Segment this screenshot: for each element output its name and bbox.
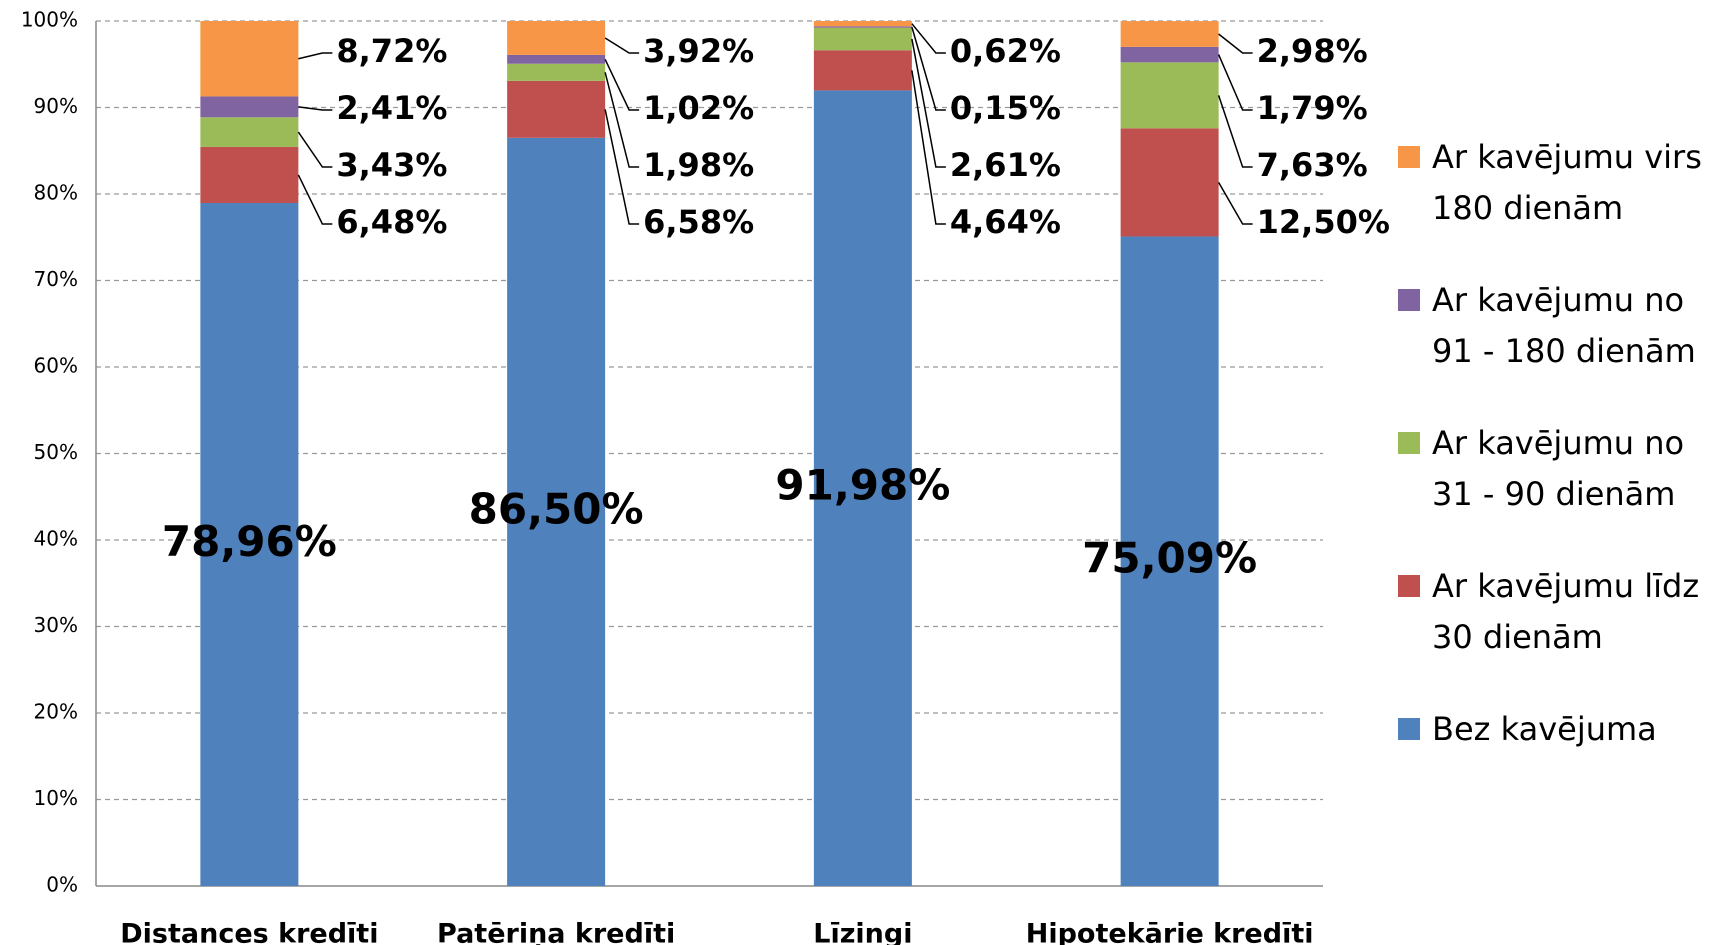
bar-segment [200,96,299,118]
leader-line [1217,182,1253,225]
leader-line [911,26,946,111]
legend-item: Ar kavējumu no 31 - 90 dienām [1398,418,1703,520]
leader-line [1218,33,1253,54]
value-label: 1,79% [1257,89,1368,127]
value-label: 6,48% [336,203,447,241]
value-label: 12,50% [1257,203,1390,241]
value-label: 1,98% [643,146,754,184]
y-tick-label: 30% [34,613,78,637]
leader-line [604,58,640,111]
value-label: 2,98% [1257,32,1368,70]
leader-line [298,106,333,111]
x-tick-label: Patēriņa kredīti [437,919,675,945]
legend-label: Ar kavējumu no 91 - 180 dienām [1432,281,1696,370]
value-label: 1,02% [643,89,754,127]
value-label: 6,58% [643,203,754,241]
value-label: 2,61% [950,146,1061,184]
bar-segment [813,50,912,91]
bar-segment [1120,128,1219,237]
value-label: 86,50% [469,484,644,533]
y-tick-label: 80% [34,181,78,205]
legend-swatch [1398,432,1420,454]
x-tick-label: Līzingi [813,919,912,945]
legend-item: Ar kavējumu līdz 30 dienām [1398,561,1703,663]
legend-item: Ar kavējumu virs 180 dienām [1398,132,1703,234]
bar-segment [1120,62,1219,129]
bar-segment [813,90,912,887]
legend-swatch [1398,575,1420,597]
bar-segment [813,21,912,27]
leader-line [297,131,333,168]
legend-swatch [1398,718,1420,740]
leader-line [911,38,946,168]
leader-line [1217,95,1253,168]
leader-line [604,109,640,225]
value-label: 91,98% [775,461,950,510]
bar-segment [200,21,299,97]
bar-segment [1120,21,1219,47]
value-label: 3,43% [336,146,447,184]
value-label: 7,63% [1257,146,1368,184]
bar-segment [200,146,299,203]
leader-line [604,72,640,168]
legend-item: Ar kavējumu no 91 - 180 dienām [1398,275,1703,377]
legend-swatch [1398,289,1420,311]
x-tick-label: Distances kredīti [120,919,378,945]
value-label: 3,92% [643,32,754,70]
bar-segment [507,137,606,886]
leader-line [911,23,946,54]
leader-line [1217,54,1253,111]
y-tick-label: 70% [34,267,78,291]
leader-line [604,37,640,54]
leader-line [297,174,333,225]
bar-segment [813,26,912,28]
bar-segment [507,63,606,81]
x-tick-label: Hipotekārie kredīti [1026,919,1314,945]
legend-label: Bez kavējuma [1432,710,1657,748]
bar-segment [507,80,606,138]
bar-segment [1120,46,1219,63]
bar-segment [507,21,606,55]
bar-segment [200,202,299,887]
y-tick-label: 100% [21,8,78,32]
legend-label: Ar kavējumu līdz 30 dienām [1432,567,1700,656]
value-label: 78,96% [162,517,337,566]
y-tick-label: 90% [34,94,78,118]
y-tick-label: 60% [34,354,78,378]
legend-label: Ar kavējumu no 31 - 90 dienām [1432,424,1685,513]
y-tick-label: 50% [34,440,78,464]
value-label: 2,41% [336,89,447,127]
value-label: 8,72% [336,32,447,70]
legend-item: Bez kavējuma [1398,704,1703,755]
y-tick-label: 20% [34,700,78,724]
bar-segment [1120,236,1219,886]
value-label: 75,09% [1082,534,1257,583]
bar-segment [507,54,606,64]
legend-swatch [1398,146,1420,168]
value-label: 0,15% [950,89,1061,127]
legend-label: Ar kavējumu virs 180 dienām [1432,138,1702,227]
bar-segment [813,27,912,51]
bar-segment [200,117,299,147]
leader-line [298,52,333,60]
y-tick-label: 40% [34,527,78,551]
value-label: 0,62% [950,32,1061,70]
leader-line [911,70,946,225]
y-tick-label: 0% [46,873,78,897]
y-tick-label: 10% [34,786,78,810]
value-label: 4,64% [950,203,1061,241]
